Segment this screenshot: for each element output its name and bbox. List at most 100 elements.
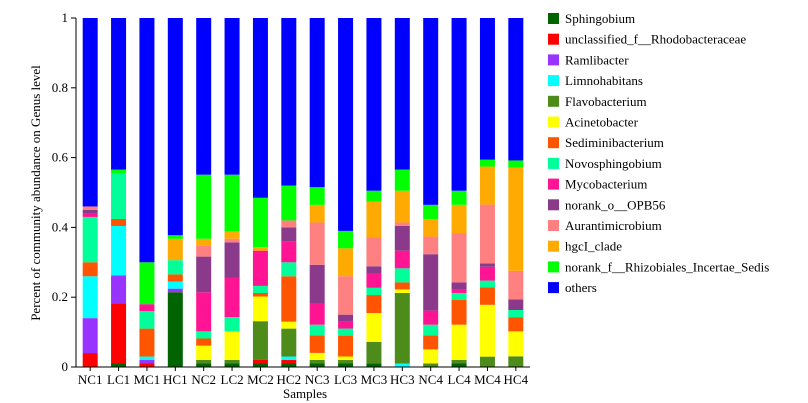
bar-segment: [281, 321, 297, 329]
x-tick-label: LC4: [448, 372, 472, 387]
bar-segment: [366, 273, 382, 288]
bar-segment: [111, 173, 127, 219]
legend-label: others: [565, 280, 597, 295]
bar-segment: [423, 324, 439, 336]
bar-segment: [167, 288, 183, 293]
legend-swatch: [548, 33, 559, 45]
x-tick-label: HC3: [390, 372, 415, 387]
bar-segment: [139, 311, 155, 329]
bar-column-MC3: [366, 18, 382, 367]
bar-segment: [224, 174, 240, 232]
bar-segment: [394, 222, 410, 226]
bar-segment: [423, 363, 439, 367]
y-tick-label: 0: [62, 359, 69, 374]
legend-swatch: [548, 240, 559, 252]
bar-segment: [366, 18, 382, 191]
bar-segment: [338, 248, 354, 277]
legend-swatch: [548, 75, 559, 87]
x-tick-label: NC1: [78, 372, 103, 387]
bar-segment: [281, 18, 297, 186]
bar-segment: [252, 18, 268, 198]
bar-segment: [508, 160, 524, 168]
bar-segment: [366, 313, 382, 342]
bar-segment: [451, 233, 467, 283]
bar-segment: [338, 335, 354, 357]
legend-swatch: [548, 178, 559, 190]
bar-segment: [423, 349, 439, 364]
bar-segment: [338, 356, 354, 361]
bar-column-LC3: [338, 18, 354, 367]
bar-segment: [338, 328, 354, 336]
bar-segment: [111, 218, 127, 226]
x-tick-label: MC4: [474, 372, 501, 387]
bar-column-NC1: [82, 18, 98, 367]
legend-item: Aurantimicrobium: [548, 218, 662, 233]
bar-segment: [281, 356, 297, 361]
legend-label: Flavobacterium: [565, 94, 647, 109]
bar-segment: [479, 166, 495, 205]
bar-segment: [82, 206, 98, 210]
bar-segment: [139, 262, 155, 305]
bar-segment: [82, 213, 98, 217]
x-tick-label: LC2: [221, 372, 244, 387]
bar-segment: [281, 241, 297, 263]
bar-segment: [167, 235, 183, 239]
bar-column-NC2: [196, 18, 212, 367]
bar-segment: [423, 310, 439, 325]
bar-segment: [394, 292, 410, 364]
bar-segment: [479, 263, 495, 267]
bar-segment: [394, 282, 410, 290]
legend-item: Limnohabitans: [548, 73, 643, 88]
bar-segment: [423, 218, 439, 237]
legend-swatch: [548, 199, 559, 211]
bar-segment: [508, 167, 524, 271]
legend-swatch: [548, 282, 559, 294]
legend-item: norank_f__Rhizobiales_Incertae_Sedis: [548, 259, 769, 274]
bar-segment: [167, 260, 183, 275]
bar-segment: [111, 169, 127, 174]
x-tick-label: MC2: [247, 372, 274, 387]
bar-segment: [309, 352, 325, 360]
bar-segment: [111, 363, 127, 367]
bar-segment: [281, 276, 297, 322]
bar-segment: [508, 270, 524, 300]
bar-segment: [479, 18, 495, 160]
bar-segment: [451, 300, 467, 325]
bar-segment: [196, 363, 212, 367]
bar-segment: [167, 18, 183, 236]
legend-item: unclassified_f__Rhodobacteraceae: [548, 32, 746, 47]
legend-label: hgcI_clade: [565, 239, 622, 254]
x-tick-label: HC1: [163, 372, 188, 387]
bar-segment: [394, 225, 410, 251]
bar-segment: [281, 220, 297, 228]
bar-segment: [82, 216, 98, 263]
legend-swatch: [548, 13, 559, 24]
bar-segment: [338, 18, 354, 231]
bar-segment: [252, 247, 268, 251]
bar-segment: [451, 190, 467, 205]
bar-segment: [309, 187, 325, 205]
x-tick-label: MC3: [361, 372, 388, 387]
x-axis-title: Samples: [283, 386, 327, 401]
bar-column-LC4: [451, 18, 467, 367]
legend-item: Sediminibacterium: [548, 135, 664, 150]
bar-segment: [252, 321, 268, 360]
bar-segment: [479, 287, 495, 305]
bar-column-MC1: [139, 18, 155, 367]
bar-segment: [252, 197, 268, 248]
bar-segment: [224, 331, 240, 360]
x-tick-label: HC4: [504, 372, 529, 387]
bar-segment: [196, 245, 212, 257]
legend-item: Ramlibacter: [548, 52, 629, 67]
bar-segment: [394, 190, 410, 223]
bar-segment: [309, 359, 325, 364]
bar-segment: [82, 318, 98, 354]
bar-segment: [139, 304, 155, 312]
bar-segment: [394, 18, 410, 170]
bar-segment: [479, 159, 495, 167]
bar-column-HC1: [167, 18, 183, 367]
bar-segment: [167, 281, 183, 289]
bar-segment: [224, 231, 240, 239]
bar-segment: [309, 264, 325, 304]
